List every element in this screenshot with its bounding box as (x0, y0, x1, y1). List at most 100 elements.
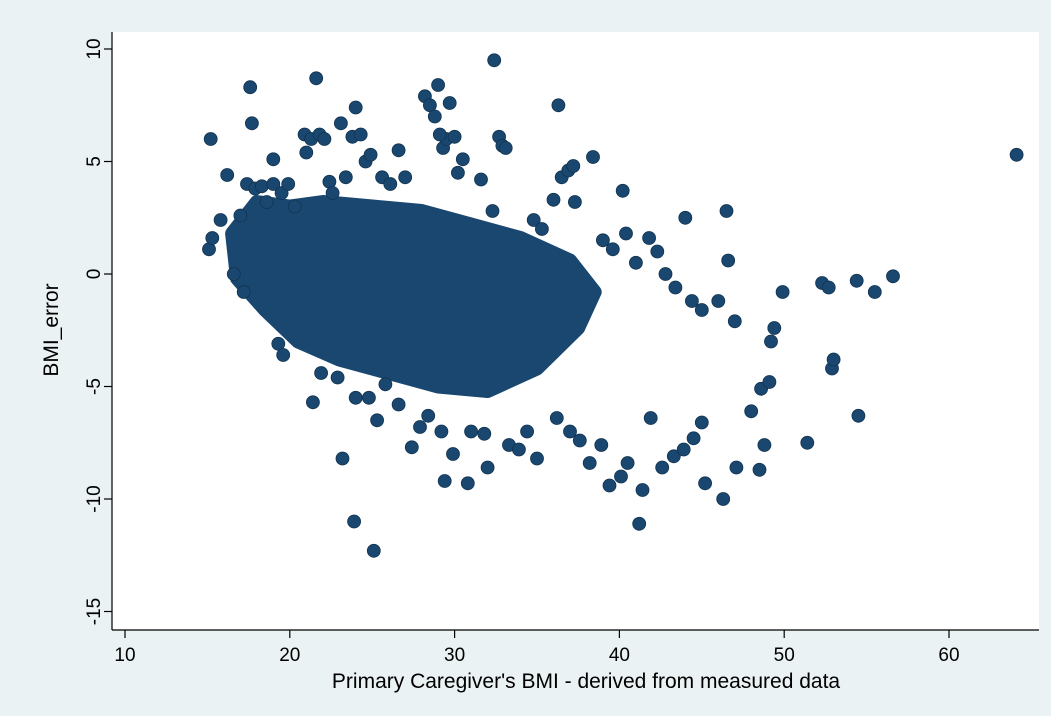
data-point (335, 451, 350, 466)
y-tick-label: -15 (84, 598, 105, 625)
data-point (582, 456, 597, 470)
data-point (727, 314, 742, 329)
data-point (259, 195, 274, 209)
x-tick-label: 10 (114, 645, 135, 666)
data-point (391, 397, 406, 412)
data-point (762, 375, 777, 389)
data-point (391, 143, 406, 158)
data-point (434, 424, 449, 439)
data-point (568, 195, 582, 209)
y-tick-label: 0 (84, 269, 105, 280)
data-point (431, 78, 446, 92)
data-point (455, 152, 470, 167)
dense-point-cloud (225, 195, 602, 398)
y-ticks: 10 5 0 -5 -10 -15 (84, 38, 112, 625)
x-tick-label: 50 (774, 645, 795, 666)
data-point (309, 71, 324, 86)
data-point (729, 460, 744, 475)
data-point (655, 460, 670, 475)
data-point (605, 242, 620, 257)
data-point (348, 390, 363, 405)
data-point (526, 213, 541, 227)
data-point (266, 152, 281, 167)
data-point (546, 192, 561, 207)
data-point (487, 53, 502, 68)
data-point (775, 285, 790, 299)
x-axis-title: Primary Caregiver's BMI - derived from m… (332, 670, 840, 693)
data-point (233, 208, 248, 223)
data-point (698, 476, 712, 491)
data-point (477, 426, 492, 441)
data-point (1009, 147, 1024, 162)
data-points (202, 53, 1024, 558)
data-point (643, 411, 658, 425)
data-point (243, 80, 258, 95)
data-point (421, 408, 436, 423)
data-point (711, 294, 726, 308)
data-point (317, 132, 332, 146)
x-tick-label: 20 (279, 645, 300, 666)
data-point (719, 204, 734, 218)
data-point (642, 231, 656, 245)
data-point (694, 415, 709, 430)
data-point (460, 476, 475, 491)
data-point (330, 370, 345, 385)
data-point (535, 222, 549, 236)
data-point (629, 255, 643, 270)
data-point (353, 127, 368, 142)
data-point (635, 483, 650, 497)
data-point (366, 543, 381, 558)
data-point (347, 514, 362, 529)
data-point (480, 460, 495, 475)
data-point (361, 390, 376, 405)
data-point (485, 204, 500, 218)
data-point (678, 210, 693, 225)
data-point (498, 141, 513, 155)
data-point (226, 267, 241, 281)
data-point (205, 231, 220, 245)
data-point (767, 321, 782, 335)
y-tick-label: 10 (84, 38, 105, 59)
data-point (886, 269, 900, 284)
data-point (432, 127, 447, 142)
data-point (398, 170, 413, 185)
data-point (602, 478, 617, 493)
y-tick-label: -10 (84, 485, 105, 512)
data-point (427, 109, 442, 124)
x-tick-label: 30 (444, 645, 465, 666)
data-point (757, 438, 772, 452)
x-ticks: 10 20 30 40 50 60 (114, 630, 960, 666)
data-point (614, 469, 628, 484)
data-point (305, 395, 320, 410)
data-point (851, 408, 866, 423)
data-point (299, 145, 314, 160)
data-point (254, 179, 269, 194)
y-tick-label: 5 (84, 156, 105, 167)
data-point (752, 462, 767, 477)
data-point (520, 424, 534, 439)
data-point (281, 177, 296, 191)
data-point (530, 451, 544, 466)
data-point (666, 449, 681, 464)
data-point (348, 100, 363, 115)
data-point (563, 424, 577, 439)
data-point (474, 172, 488, 187)
data-point (676, 442, 691, 457)
data-point (867, 285, 882, 299)
data-point (619, 226, 633, 241)
data-point (764, 334, 778, 349)
data-point (686, 431, 701, 446)
data-point (236, 285, 251, 299)
data-point (266, 177, 281, 191)
data-point (437, 474, 452, 488)
data-point (276, 348, 291, 362)
data-point (404, 440, 419, 455)
data-point (694, 303, 709, 317)
data-point (744, 404, 759, 419)
data-point (370, 413, 385, 428)
data-point (464, 424, 479, 439)
data-point (596, 233, 610, 248)
data-point (800, 435, 815, 450)
data-point (620, 456, 635, 470)
